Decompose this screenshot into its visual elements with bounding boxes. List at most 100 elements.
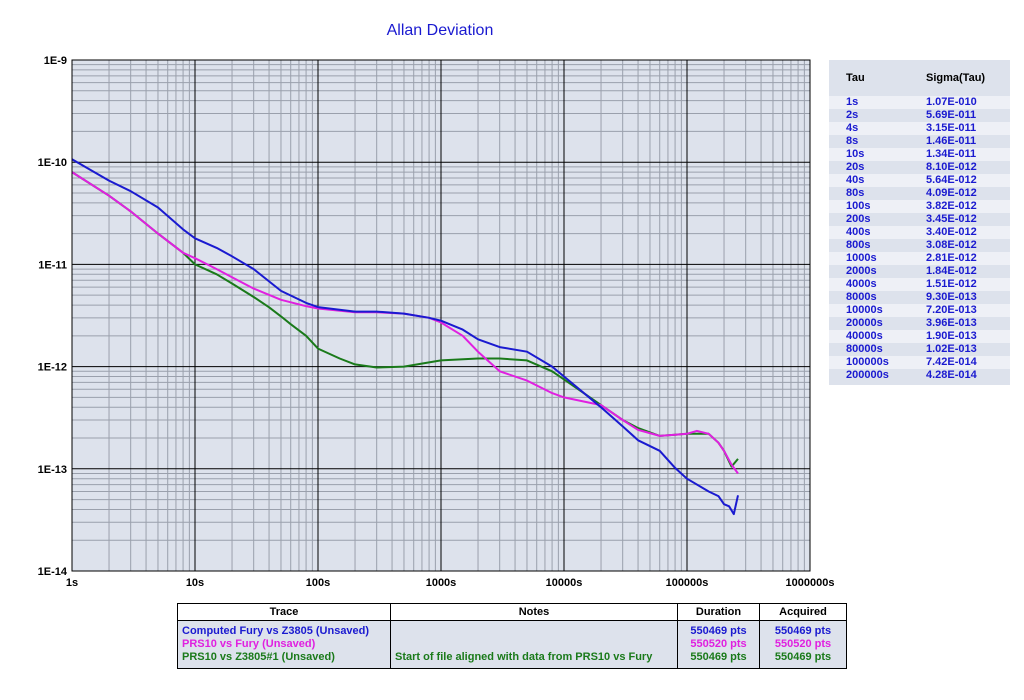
- trace-name: PRS10 vs Fury (Unsaved): [177, 638, 391, 651]
- sigma-value: 1.07E-010: [926, 96, 977, 108]
- tau-value: 400s: [846, 226, 871, 238]
- tau-row: 2s 5.69E-011: [829, 109, 1010, 122]
- trace-row[interactable]: PRS10 vs Fury (Unsaved) 550520 pts 550520 …: [177, 638, 847, 651]
- tau-value: 2000s: [846, 265, 877, 277]
- tau-value: 20s: [846, 161, 865, 173]
- tau-value: 20000s: [846, 317, 883, 329]
- trace-name: Computed Fury vs Z3805 (Unsaved): [177, 620, 391, 638]
- x-tick-labels: 1s 10s 100s 1000s 10000s 100000s 1000000s: [66, 577, 835, 589]
- tau-row: 10s 1.34E-011: [829, 148, 1010, 161]
- sigma-value: 3.40E-012: [926, 226, 977, 238]
- sigma-value: 1.02E-013: [926, 343, 977, 355]
- trace-name: PRS10 vs Z3805#1 (Unsaved): [177, 651, 391, 669]
- series-line: [71, 171, 739, 475]
- chart-title: Allan Deviation: [387, 22, 494, 39]
- tau-row: 100s 3.82E-012: [829, 200, 1010, 213]
- tau-value: 8s: [846, 135, 859, 147]
- tau-value: 8000s: [846, 291, 877, 303]
- sigma-value: 5.69E-011: [926, 109, 977, 121]
- sigma-value: 4.09E-012: [926, 187, 977, 199]
- trace-row[interactable]: Computed Fury vs Z3805 (Unsaved) 550469 p…: [177, 620, 847, 638]
- x-tick-label: 100000s: [666, 577, 709, 589]
- tau-value: 200s: [846, 213, 871, 225]
- tau-value: 800s: [846, 239, 871, 251]
- sigma-value: 2.81E-012: [926, 252, 977, 264]
- y-tick-label: 1E-9: [44, 55, 67, 67]
- sigma-value: 8.10E-012: [926, 161, 977, 173]
- tau-row: 10000s 7.20E-013: [829, 304, 1010, 317]
- y-tick-label: 1E-11: [38, 259, 67, 271]
- tau-rows: 1s 1.07E-010 2s 5.69E-011 4s 3.15E-011 8s 1.46E…: [829, 96, 1010, 382]
- sigma-value: 9.30E-013: [926, 291, 977, 303]
- plot-border: [71, 59, 811, 572]
- sigma-value: 7.20E-013: [926, 304, 977, 316]
- trace-notes: [390, 638, 678, 651]
- sigma-value: 1.84E-012: [926, 265, 977, 277]
- tau-row: 4s 3.15E-011: [829, 122, 1010, 135]
- tau-row: 20000s 3.96E-013: [829, 317, 1010, 330]
- sigma-value: 4.28E-014: [926, 369, 977, 381]
- y-tick-label: 1E-10: [38, 157, 67, 169]
- x-tick-label: 1000s: [426, 577, 457, 589]
- trace-acquired: 550469 pts: [759, 620, 847, 638]
- x-tick-label: 10s: [186, 577, 204, 589]
- tau-row: 20s 8.10E-012: [829, 161, 1010, 174]
- tau-row: 200000s 4.28E-014: [829, 369, 1010, 382]
- tau-row: 400s 3.40E-012: [829, 226, 1010, 239]
- tau-value: 100s: [846, 200, 871, 212]
- tau-row: 80s 4.09E-012: [829, 187, 1010, 200]
- major-grid: [72, 60, 810, 571]
- trace-table-body: Computed Fury vs Z3805 (Unsaved) 550469 p…: [177, 620, 847, 669]
- trace-duration: 550469 pts: [677, 651, 760, 669]
- sigma-value: 3.08E-012: [926, 239, 977, 251]
- series-line: [71, 158, 739, 516]
- trace-row[interactable]: PRS10 vs Z3805#1 (Unsaved) Start of file …: [177, 651, 847, 669]
- acquired-col-header: Acquired: [759, 603, 847, 621]
- trace-duration: 550469 pts: [677, 620, 760, 638]
- tau-value: 40000s: [846, 330, 883, 342]
- sigma-value: 1.46E-011: [926, 135, 977, 147]
- tau-row: 8000s 9.30E-013: [829, 291, 1010, 304]
- x-tick-label: 1000000s: [786, 577, 835, 589]
- sigma-value: 7.42E-014: [926, 356, 977, 368]
- tau-row: 200s 3.45E-012: [829, 213, 1010, 226]
- trace-table: Trace Notes Duration Acquired Computed F…: [177, 603, 847, 669]
- notes-col-header: Notes: [390, 603, 678, 621]
- tau-value: 200000s: [846, 369, 889, 381]
- tau-value: 10000s: [846, 304, 883, 316]
- tau-row: 2000s 1.84E-012: [829, 265, 1010, 278]
- x-tick-label: 100s: [306, 577, 330, 589]
- trace-col-header: Trace: [177, 603, 391, 621]
- sigma-value: 3.82E-012: [926, 200, 977, 212]
- sigma-header: Sigma(Tau): [926, 72, 986, 84]
- tau-row: 800s 3.08E-012: [829, 239, 1010, 252]
- tau-row: 40000s 1.90E-013: [829, 330, 1010, 343]
- trace-acquired: 550469 pts: [759, 651, 847, 669]
- tau-value: 40s: [846, 174, 865, 186]
- sigma-value: 1.51E-012: [926, 278, 977, 290]
- trace-duration: 550520 pts: [677, 638, 760, 651]
- sigma-value: 3.96E-013: [926, 317, 977, 329]
- y-tick-label: 1E-14: [38, 566, 68, 578]
- tau-value: 80s: [846, 187, 865, 199]
- sigma-value: 1.34E-011: [926, 148, 977, 160]
- sigma-value: 1.90E-013: [926, 330, 977, 342]
- tau-value: 100000s: [846, 356, 889, 368]
- tau-row: 40s 5.64E-012: [829, 174, 1010, 187]
- sigma-value: 3.15E-011: [926, 122, 977, 134]
- tau-value: 10s: [846, 148, 865, 160]
- tau-row: 4000s 1.51E-012: [829, 278, 1010, 291]
- tau-value: 4s: [846, 122, 859, 134]
- y-tick-labels: 1E-9 1E-10 1E-11 1E-12 1E-13 1E-14: [38, 55, 68, 578]
- trace-notes: Start of file aligned with data from PRS…: [390, 651, 678, 669]
- trace-notes: [390, 620, 678, 638]
- tau-value: 4000s: [846, 278, 877, 290]
- x-tick-label: 10000s: [546, 577, 583, 589]
- tau-value: 1000s: [846, 252, 877, 264]
- y-tick-label: 1E-12: [38, 362, 67, 374]
- tau-row: 100000s 7.42E-014: [829, 356, 1010, 369]
- tau-value: 80000s: [846, 343, 883, 355]
- y-tick-label: 1E-13: [38, 464, 67, 476]
- trace-acquired: 550520 pts: [759, 638, 847, 651]
- x-tick-label: 1s: [66, 577, 78, 589]
